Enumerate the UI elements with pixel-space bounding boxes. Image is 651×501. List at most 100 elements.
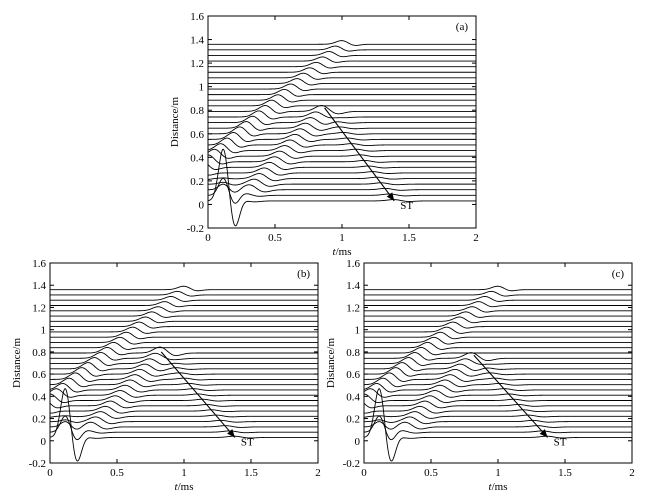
- y-tick-label-c: 1: [355, 325, 361, 337]
- reflection-arrow-a: [324, 107, 395, 202]
- arrow-head-a: [386, 192, 395, 201]
- trace-b-10: [50, 377, 318, 388]
- trace-a-10: [208, 137, 476, 148]
- x-tick-label-a: 0: [205, 232, 211, 244]
- x-tick-label-a: 1.5: [402, 232, 416, 244]
- y-tick-label-a: 0: [199, 199, 205, 211]
- trace-c-16: [364, 347, 632, 356]
- y-tick-label-a: 1.4: [190, 35, 204, 47]
- trace-b-3: [50, 416, 318, 425]
- trace-a-19: [208, 88, 476, 97]
- y-tick-label-a: -0.2: [187, 223, 204, 235]
- y-tick-label-c: 0.2: [346, 414, 360, 426]
- trace-c-18: [364, 336, 632, 345]
- x-tick-label-a: 0.5: [268, 232, 282, 244]
- trace-a-5: [208, 167, 476, 176]
- y-tick-label-b: 0.4: [32, 391, 46, 403]
- y-tick-label-a: 1.2: [190, 58, 204, 70]
- x-tick-label-c: 1: [495, 467, 501, 479]
- x-axis-label-c: t/ms: [489, 481, 508, 493]
- trace-b-19: [50, 331, 318, 340]
- y-tick-label-a: 1.6: [190, 11, 204, 23]
- x-tick-label-c: 1.5: [558, 467, 572, 479]
- reflection-arrow-b: [160, 351, 236, 438]
- x-tick-label-b: 2: [315, 467, 321, 479]
- trace-c-17: [364, 341, 632, 350]
- trace-b-15: [50, 352, 318, 361]
- y-tick-label-c: 0.6: [346, 369, 360, 381]
- trace-c-7: [364, 393, 632, 404]
- y-tick-label-b: 0.8: [32, 347, 46, 359]
- trace-b-26: [50, 296, 318, 302]
- trace-a-28: [208, 40, 476, 46]
- trace-c-25: [364, 301, 632, 308]
- traces-b: [50, 285, 318, 462]
- trace-c-24: [364, 306, 632, 313]
- trace-a-25: [208, 56, 476, 63]
- trace-b-8: [50, 388, 318, 398]
- trace-a-27: [208, 45, 476, 52]
- trace-a-12: [208, 126, 476, 137]
- trace-b-5: [50, 405, 318, 414]
- panel-label-b: (b): [297, 268, 310, 280]
- trace-a-8: [208, 148, 476, 159]
- trace-c-19: [364, 331, 632, 340]
- panel-label-c: (c): [612, 268, 625, 280]
- trace-c-10: [364, 377, 632, 388]
- trace-b-21: [50, 321, 318, 329]
- x-tick-label-c: 0: [361, 467, 367, 479]
- trace-c-13: [364, 362, 632, 372]
- trace-c-2: [364, 421, 632, 430]
- trace-c-22: [364, 316, 632, 324]
- trace-b-6: [50, 400, 318, 409]
- trace-b-24: [50, 306, 318, 313]
- trace-b-18: [50, 336, 318, 345]
- trace-b-14: [50, 357, 318, 366]
- y-tick-label-b: 1.6: [32, 258, 46, 270]
- x-tick-label-a: 2: [473, 232, 479, 244]
- panel-label-a: (a): [456, 21, 469, 33]
- y-tick-label-a: 0.4: [190, 152, 204, 164]
- y-tick-label-b: 0.2: [32, 414, 46, 426]
- trace-a-14: [208, 115, 476, 126]
- trace-b-28: [50, 285, 318, 292]
- y-tick-label-b: 1: [41, 325, 47, 337]
- y-tick-label-c: 1.2: [346, 302, 360, 314]
- y-tick-label-b: -0.2: [29, 458, 46, 470]
- trace-a-24: [208, 61, 476, 69]
- trace-a-23: [208, 67, 476, 75]
- y-tick-label-c: 1.6: [346, 258, 360, 270]
- y-axis-label-a: Distance/m: [169, 97, 181, 148]
- traces-c: [364, 285, 632, 462]
- trace-b-27: [50, 290, 318, 297]
- trace-c-27: [364, 290, 632, 297]
- chart-panel-b: ST0 0.5 1 1.5 2-0.200.20.40.60.811.21.41.6t/…: [11, 258, 321, 493]
- trace-b-23: [50, 311, 318, 318]
- trace-a-17: [208, 99, 476, 109]
- y-tick-label-a: 0.8: [190, 105, 204, 117]
- trace-a-2: [208, 183, 476, 193]
- y-tick-label-c: -0.2: [343, 458, 360, 470]
- trace-c-0: [364, 388, 632, 462]
- y-tick-label-b: 1.2: [32, 302, 46, 314]
- trace-a-1: [208, 177, 476, 204]
- trace-c-15: [364, 352, 632, 362]
- trace-b-4: [50, 411, 318, 419]
- trace-a-18: [208, 94, 476, 103]
- trace-b-2: [50, 421, 318, 430]
- trace-a-26: [208, 51, 476, 58]
- trace-b-13: [50, 362, 318, 372]
- x-tick-label-b: 1.5: [244, 467, 258, 479]
- annotation-st-a: ST: [400, 200, 413, 212]
- trace-c-8: [364, 388, 632, 398]
- trace-b-0: [50, 388, 318, 462]
- y-tick-label-b: 0.6: [32, 369, 46, 381]
- reflection-arrow-c: [473, 354, 548, 438]
- y-tick-label-a: 1: [199, 82, 205, 94]
- y-tick-label-a: 0.2: [190, 176, 204, 188]
- chart-panel-c: ST0 0.5 1 1.5 2-0.200.20.40.60.811.21.41.6t/…: [325, 258, 635, 493]
- y-tick-label-c: 0.4: [346, 391, 360, 403]
- trace-c-14: [364, 357, 632, 366]
- y-axis-label-c: Distance/m: [325, 338, 337, 389]
